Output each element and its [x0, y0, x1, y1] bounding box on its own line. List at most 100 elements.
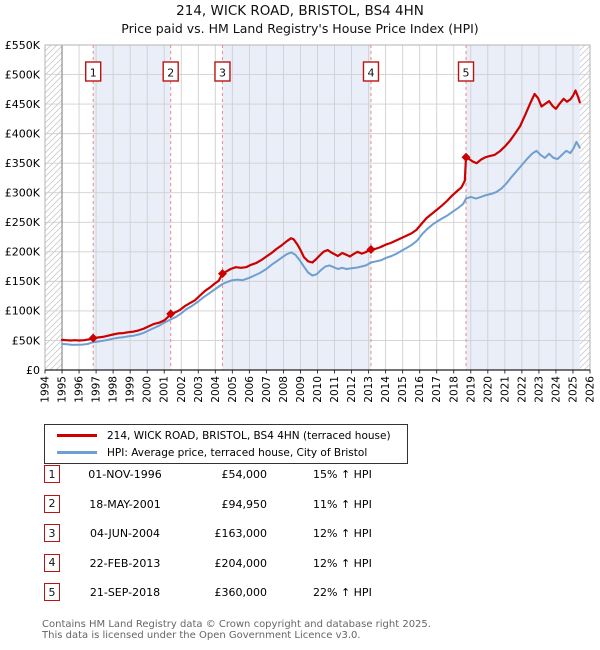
- sale-price: £54,000: [221, 468, 268, 481]
- ownership-bands: [93, 45, 580, 370]
- price-paid-line: [60, 89, 581, 342]
- legend-row-hpi: HPI: Average price, terraced house, City…: [45, 446, 407, 459]
- sale-diamond-3: [217, 269, 227, 279]
- legend-row-price: 214, WICK ROAD, BRISTOL, BS4 4HN (terrac…: [45, 429, 407, 442]
- sale-date: 01-NOV-1996: [88, 468, 162, 481]
- footer-line-1: Contains HM Land Registry data © Crown c…: [42, 619, 431, 630]
- footer-license: Contains HM Land Registry data © Crown c…: [42, 619, 431, 641]
- svg-text:1994: 1994: [40, 376, 52, 403]
- svg-text:2020: 2020: [482, 376, 494, 403]
- sale-price: £204,000: [214, 556, 268, 570]
- sale-price: £163,000: [214, 527, 268, 540]
- price-history-chart: 1 2 3 4 5 £0 £50K £100K £150K £200K £250K £300K £350…: [5, 39, 597, 403]
- svg-text:2014: 2014: [380, 376, 392, 403]
- svg-text:1997: 1997: [91, 376, 103, 403]
- svg-text:2024: 2024: [550, 376, 562, 403]
- sale-flag-number-4: 4: [367, 67, 374, 80]
- svg-text:£100K: £100K: [5, 305, 41, 318]
- sale-row-3: 3 04-JUN-2004 £163,000 12% ↑ HPI: [0, 524, 600, 544]
- footer-line-2: This data is licensed under the Open Gov…: [42, 629, 361, 641]
- sale-flag-box-1: [84, 61, 102, 82]
- sale-date: 04-JUN-2004: [89, 527, 161, 540]
- legend-label-price: 214, WICK ROAD, BRISTOL, BS4 4HN (terrac…: [107, 429, 391, 442]
- sale-date: 18-MAY-2001: [89, 497, 161, 511]
- sale-vs-hpi: 12% ↑ HPI: [313, 556, 372, 570]
- svg-text:2018: 2018: [448, 376, 460, 403]
- hpi-line: [61, 140, 581, 346]
- svg-text:£300K: £300K: [5, 187, 41, 200]
- y-axis-labels: £0 £50K £100K £150K £200K £250K £300K £350K £400…: [5, 39, 41, 377]
- sale-row-5: 5 21-SEP-2018 £360,000 22% ↑ HPI: [0, 583, 600, 603]
- svg-text:£400K: £400K: [5, 127, 41, 140]
- sale-diamond-4: [366, 244, 376, 254]
- svg-text:2002: 2002: [176, 376, 188, 403]
- sale-number-badge: 4: [44, 553, 60, 572]
- sale-vs-hpi: 12% ↑ HPI: [313, 527, 372, 540]
- svg-text:£200K: £200K: [5, 246, 41, 259]
- sale-flag-number-3: 3: [219, 67, 226, 80]
- sale-flag-box-4: [362, 61, 380, 82]
- svg-text:2025: 2025: [567, 376, 579, 403]
- sale-number-badge: 3: [44, 524, 60, 542]
- sale-flag-number-1: 1: [90, 67, 97, 80]
- svg-text:£150K: £150K: [5, 275, 41, 288]
- sale-date: 22-FEB-2013: [89, 556, 161, 570]
- sale-price: £360,000: [214, 586, 268, 599]
- svg-text:2005: 2005: [227, 376, 239, 403]
- svg-text:2000: 2000: [142, 376, 154, 403]
- svg-text:2003: 2003: [193, 376, 205, 403]
- svg-text:2019: 2019: [465, 376, 477, 403]
- svg-text:2004: 2004: [210, 376, 222, 403]
- sale-price: £94,950: [221, 497, 268, 511]
- svg-text:2015: 2015: [397, 376, 409, 403]
- svg-text:2023: 2023: [533, 376, 545, 403]
- svg-text:2010: 2010: [312, 376, 324, 403]
- svg-text:£500K: £500K: [5, 68, 41, 81]
- svg-text:2001: 2001: [159, 376, 171, 403]
- sale-flag-number-2: 2: [167, 67, 174, 80]
- sale-flag-box-5: [457, 61, 475, 82]
- hpi-line-swatch: [57, 451, 97, 454]
- sale-number-flags: 1 2 3 4 5: [84, 61, 475, 82]
- svg-text:1995: 1995: [57, 376, 69, 403]
- sale-date: 21-SEP-2018: [89, 586, 161, 599]
- svg-text:2006: 2006: [244, 376, 256, 403]
- sale-vs-hpi: 15% ↑ HPI: [313, 468, 372, 481]
- svg-text:2008: 2008: [278, 376, 290, 403]
- legend-label-hpi: HPI: Average price, terraced house, City…: [107, 446, 368, 459]
- svg-text:£50K: £50K: [12, 334, 41, 347]
- sale-row-2: 2 18-MAY-2001 £94,950 11% ↑ HPI: [0, 494, 600, 515]
- svg-text:2012: 2012: [346, 376, 358, 403]
- svg-text:£350K: £350K: [5, 157, 41, 170]
- x-axis-ticks: [44, 370, 591, 374]
- svg-text:2011: 2011: [329, 376, 341, 403]
- sale-vs-hpi: 11% ↑ HPI: [313, 497, 372, 511]
- svg-text:£250K: £250K: [5, 216, 41, 229]
- sale-diamond-5: [461, 152, 471, 162]
- svg-text:2013: 2013: [363, 376, 375, 403]
- chart-title: 214, WICK ROAD, BRISTOL, BS4 4HN: [176, 3, 424, 19]
- svg-text:1996: 1996: [74, 376, 86, 403]
- svg-text:2007: 2007: [261, 376, 273, 403]
- sale-row-1: 1 01-NOV-1996 £54,000 15% ↑ HPI: [0, 465, 600, 485]
- sale-vs-hpi: 22% ↑ HPI: [313, 586, 372, 599]
- sale-number-badge: 2: [44, 494, 60, 513]
- chart-subtitle: Price paid vs. HM Land Registry's House …: [121, 21, 479, 36]
- svg-text:£550K: £550K: [5, 39, 41, 52]
- chart-legend: 214, WICK ROAD, BRISTOL, BS4 4HN (terrac…: [44, 424, 408, 464]
- no-data-hatch: [45, 45, 590, 370]
- svg-text:2009: 2009: [295, 376, 307, 403]
- svg-text:£450K: £450K: [5, 98, 41, 111]
- sale-row-4: 4 22-FEB-2013 £204,000 12% ↑ HPI: [0, 553, 600, 574]
- svg-text:£0: £0: [26, 364, 40, 377]
- sale-flag-box-2: [162, 61, 179, 82]
- svg-text:1998: 1998: [108, 376, 120, 403]
- svg-text:1999: 1999: [125, 376, 137, 403]
- svg-text:2021: 2021: [499, 376, 511, 403]
- sale-diamond-1: [88, 333, 98, 343]
- svg-text:2017: 2017: [431, 376, 443, 403]
- svg-text:2026: 2026: [585, 376, 597, 403]
- sale-number-badge: 1: [44, 465, 60, 483]
- sale-diamond-2: [166, 309, 176, 319]
